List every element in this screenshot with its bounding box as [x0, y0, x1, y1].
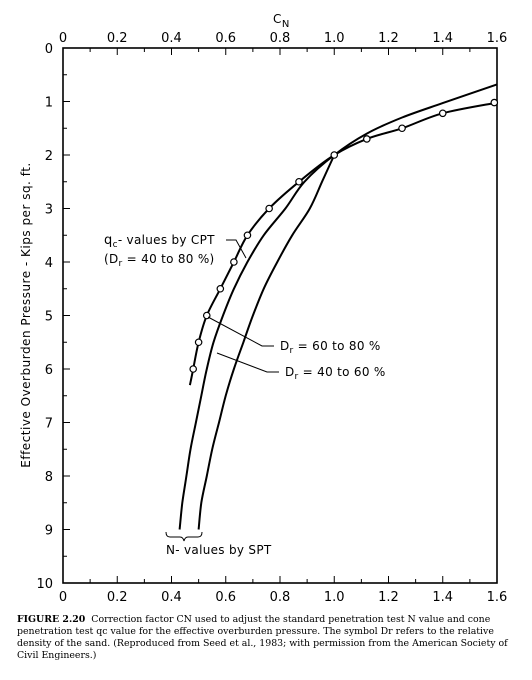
cpt-leader-line: [226, 239, 247, 259]
bottom-x-tick-label: 0: [59, 590, 67, 605]
dr1-label-d: D: [280, 339, 290, 353]
spt-label: N- values by SPT: [166, 543, 272, 557]
y-tick-label: 4: [45, 256, 53, 271]
top-x-tick-label: 1.4: [432, 31, 453, 46]
y-tick-label: 7: [45, 417, 53, 432]
bottom-x-tick-label: 0.6: [215, 590, 236, 605]
series-line-3: [197, 154, 336, 530]
data-point-marker: [230, 258, 238, 266]
dr2-label: Dr = 40 to 60 %: [285, 365, 386, 382]
top-axis-title-sub: N: [282, 19, 290, 30]
top-x-tick-label: 1.2: [378, 31, 399, 46]
marker-group: [189, 98, 499, 373]
y-tick-label: 10: [36, 577, 53, 592]
bottom-x-tick-label: 0.4: [161, 590, 182, 605]
y-tick-label: 5: [45, 310, 53, 325]
y-tick-label: 1: [45, 96, 53, 111]
series-group: [178, 83, 498, 530]
cpt-label-line1: qc- values by CPT: [104, 233, 215, 250]
top-x-tick-label: 1.6: [487, 31, 508, 46]
top-x-tick-label: 0.6: [215, 31, 236, 46]
caption-text: Correction factor CN used to adjust the …: [17, 614, 508, 661]
data-point-marker: [243, 231, 252, 240]
spt-brace: [165, 531, 203, 542]
data-point-marker: [189, 365, 198, 373]
data-point-marker: [438, 109, 447, 118]
dr2-label-r: r: [295, 372, 299, 382]
data-point-marker: [265, 204, 273, 213]
series-line-2: [178, 83, 498, 530]
bottom-x-tick-label: 0.8: [270, 590, 291, 605]
data-point-marker: [490, 98, 499, 107]
data-point-marker: [398, 124, 406, 133]
dr1-leader-line: [207, 316, 274, 347]
data-point-marker: [362, 135, 371, 143]
cpt-label-rest: - values by CPT: [118, 233, 215, 247]
data-point-marker: [295, 177, 303, 186]
figure-caption: FIGURE 2.20 Correction factor CN used to …: [17, 614, 512, 662]
dr1-label-rest: = 60 to 80 %: [294, 339, 381, 353]
cpt-label2-d: (D: [104, 252, 119, 266]
data-point-marker: [330, 151, 339, 159]
top-x-tick-labels: 0 0.2 0.4 0.6 0.8 1.0 1.2 1.4 1.6: [59, 31, 507, 46]
y-tick-label: 8: [45, 470, 53, 485]
top-x-tick-label: 0.8: [270, 31, 291, 46]
cpt-label-line2: (Dr = 40 to 80 %): [104, 252, 215, 269]
bottom-x-tick-label: 1.6: [487, 590, 508, 605]
top-x-tick-label: 0.4: [161, 31, 182, 46]
dr1-label: Dr = 60 to 80 %: [280, 339, 381, 356]
top-x-tick-label: 0.2: [107, 31, 128, 46]
axis-ticks: [62, 47, 498, 584]
top-axis-title: CN: [273, 12, 290, 30]
cpt-label2-rest: = 40 to 80 %): [123, 252, 215, 266]
y-tick-label: 2: [45, 149, 53, 164]
data-point-marker: [216, 284, 225, 293]
y-tick-label: 6: [45, 363, 53, 378]
data-point-marker: [194, 338, 203, 347]
cpt-label-c: c: [113, 240, 118, 250]
plot-frame: [62, 47, 498, 584]
figure-label: FIGURE 2.20: [17, 614, 86, 625]
top-x-tick-label: 1.0: [324, 31, 345, 46]
y-tick-labels: 0 1 2 3 4 5 6 7 8 9 10: [36, 42, 53, 592]
top-x-tick-label: 0: [59, 31, 67, 46]
bottom-x-tick-label: 1.0: [324, 590, 345, 605]
y-tick-label: 9: [45, 524, 53, 539]
dr2-label-d: D: [285, 365, 295, 379]
cpt-label-q: q: [104, 233, 113, 248]
y-axis-title: Effective Overburden Pressure - Kips per…: [19, 162, 33, 467]
dr1-label-r: r: [290, 346, 294, 356]
bottom-x-tick-label: 0.2: [107, 590, 128, 605]
cpt-label2-r: r: [119, 259, 123, 269]
dr2-label-rest: = 40 to 60 %: [299, 365, 386, 379]
bottom-x-tick-label: 1.2: [378, 590, 399, 605]
top-axis-title-main: C: [273, 12, 282, 26]
y-tick-label: 0: [45, 42, 53, 57]
bottom-x-tick-labels: 0 0.2 0.4 0.6 0.8 1.0 1.2 1.4 1.6: [59, 590, 507, 605]
y-tick-label: 3: [45, 203, 53, 218]
dr2-leader-line: [216, 352, 279, 373]
bottom-x-tick-label: 1.4: [432, 590, 453, 605]
